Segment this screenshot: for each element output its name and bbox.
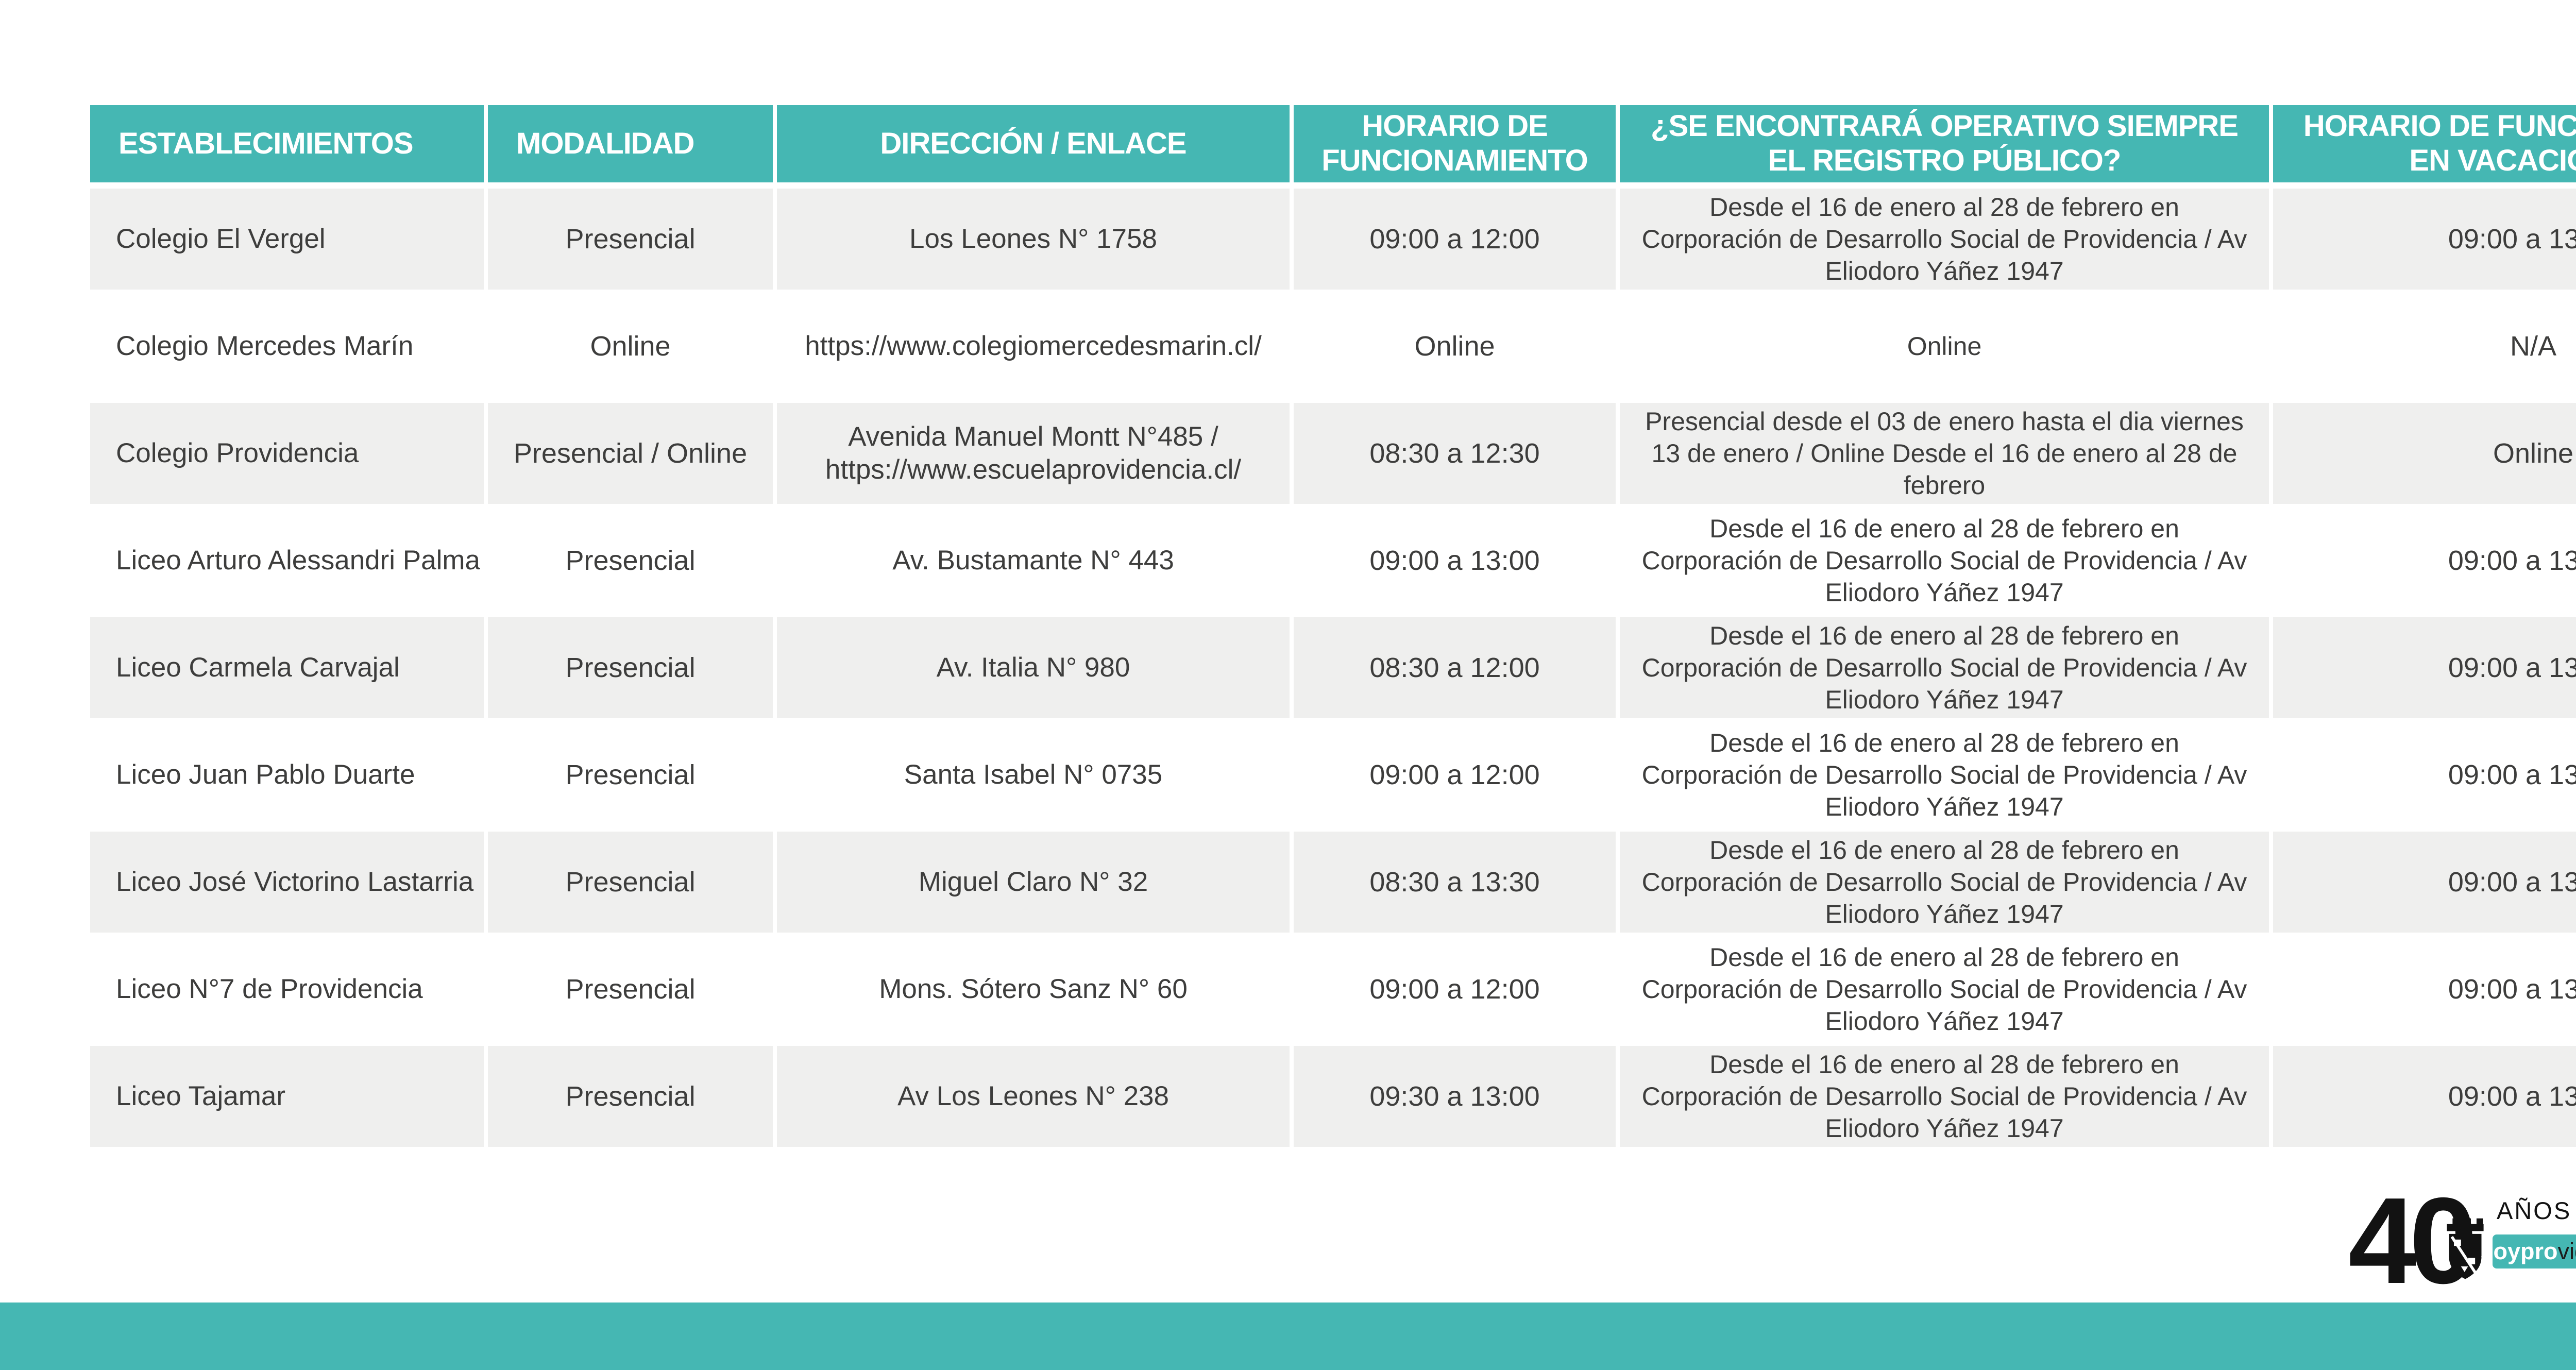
- cell-vacaciones: Online: [2273, 403, 2576, 504]
- cell-horario: 09:30 a 13:00: [1294, 1046, 1616, 1147]
- soyprovidencia-regular-text: videncia: [2557, 1238, 2576, 1264]
- cell-direccion: Mons. Sótero Sanz N° 60: [777, 939, 1290, 1040]
- cell-modalidad: Presencial: [488, 510, 773, 611]
- cell-modalidad: Presencial: [488, 189, 773, 290]
- cell-modalidad: Presencial: [488, 939, 773, 1040]
- cell-establecimiento: Liceo N°7 de Providencia: [90, 939, 484, 1040]
- anniversary-anos-label: AÑOS: [2497, 1197, 2572, 1224]
- cell-direccion: Miguel Claro N° 32: [777, 832, 1290, 933]
- cell-horario: 09:00 a 12:00: [1294, 939, 1616, 1040]
- cell-direccion: https://www.colegiomercedesmarin.cl/: [777, 296, 1290, 397]
- cell-establecimiento: Colegio Providencia: [90, 403, 484, 504]
- cell-registro: Desde el 16 de enero al 28 de febrero en…: [1620, 832, 2269, 933]
- cell-establecimiento: Liceo Carmela Carvajal: [90, 617, 484, 718]
- cell-vacaciones: 09:00 a 13:00: [2273, 189, 2576, 290]
- cell-establecimiento: Colegio Mercedes Marín: [90, 296, 484, 397]
- cell-establecimiento: Liceo José Victorino Lastarria: [90, 832, 484, 933]
- cell-horario: 09:00 a 12:00: [1294, 189, 1616, 290]
- cell-modalidad: Presencial: [488, 617, 773, 718]
- header-vacaciones: HORARIO DE FUNCIONAMIENTO EN VACACIONES.: [2273, 105, 2576, 182]
- soyprovidencia-badge: soyprovidencia: [2480, 1234, 2576, 1268]
- establishments-table: ESTABLECIMIENTOS MODALIDAD DIRECCIÓN / ENL…: [90, 105, 2576, 1147]
- cell-direccion: Av. Bustamante N° 443: [777, 510, 1290, 611]
- cell-establecimiento: Liceo Tajamar: [90, 1046, 484, 1147]
- cell-establecimiento: Liceo Juan Pablo Duarte: [90, 724, 484, 825]
- cell-vacaciones: 09:00 a 13:00: [2273, 510, 2576, 611]
- footer-bar: [0, 1303, 2576, 1370]
- cell-direccion: Los Leones N° 1758: [777, 189, 1290, 290]
- cell-vacaciones: 09:00 a 13:00: [2273, 724, 2576, 825]
- header-registro: ¿SE ENCONTRARÁ OPERATIVO SIEMPRE EL REGI…: [1620, 105, 2269, 182]
- cell-horario: Online: [1294, 296, 1616, 397]
- cell-registro: Presencial desde el 03 de enero hasta el…: [1620, 403, 2269, 504]
- cell-registro: Desde el 16 de enero al 28 de febrero en…: [1620, 939, 2269, 1040]
- cell-registro: Desde el 16 de enero al 28 de febrero en…: [1620, 189, 2269, 290]
- cell-vacaciones: 09:00 a 13:00: [2273, 617, 2576, 718]
- cell-horario: 09:00 a 13:00: [1294, 510, 1616, 611]
- cell-modalidad: Presencial: [488, 832, 773, 933]
- cell-direccion: Avenida Manuel Montt N°485 / https://www…: [777, 403, 1290, 504]
- cell-modalidad: Presencial / Online: [488, 403, 773, 504]
- cell-direccion: Santa Isabel N° 0735: [777, 724, 1290, 825]
- cell-vacaciones: 09:00 a 13:00: [2273, 939, 2576, 1040]
- cell-horario: 09:00 a 12:00: [1294, 724, 1616, 825]
- header-modalidad: MODALIDAD: [488, 105, 773, 182]
- cell-vacaciones: N/A: [2273, 296, 2576, 397]
- soyprovidencia-bold-text: soypro: [2480, 1238, 2558, 1264]
- header-direccion: DIRECCIÓN / ENLACE: [777, 105, 1290, 182]
- municipal-crest-icon: [2447, 1218, 2484, 1279]
- cell-establecimiento: Liceo Arturo Alessandri Palma: [90, 510, 484, 611]
- cell-registro: Online: [1620, 296, 2269, 397]
- cell-horario: 08:30 a 12:00: [1294, 617, 1616, 718]
- cell-horario: 08:30 a 12:30: [1294, 403, 1616, 504]
- cell-registro: Desde el 16 de enero al 28 de febrero en…: [1620, 724, 2269, 825]
- cell-vacaciones: 09:00 a 13:00: [2273, 1046, 2576, 1147]
- cell-horario: 08:30 a 13:30: [1294, 832, 1616, 933]
- header-horario: HORARIO DE FUNCIONAMIENTO: [1294, 105, 1616, 182]
- cell-registro: Desde el 16 de enero al 28 de febrero en…: [1620, 617, 2269, 718]
- cell-modalidad: Online: [488, 296, 773, 397]
- cell-registro: Desde el 16 de enero al 28 de febrero en…: [1620, 510, 2269, 611]
- cell-direccion: Av Los Leones N° 238: [777, 1046, 1290, 1147]
- cell-direccion: Av. Italia N° 980: [777, 617, 1290, 718]
- cell-registro: Desde el 16 de enero al 28 de febrero en…: [1620, 1046, 2269, 1147]
- cell-modalidad: Presencial: [488, 1046, 773, 1147]
- cell-establecimiento: Colegio El Vergel: [90, 189, 484, 290]
- cell-vacaciones: 09:00 a 13:00: [2273, 832, 2576, 933]
- header-establecimiento: ESTABLECIMIENTOS: [90, 105, 484, 182]
- cell-modalidad: Presencial: [488, 724, 773, 825]
